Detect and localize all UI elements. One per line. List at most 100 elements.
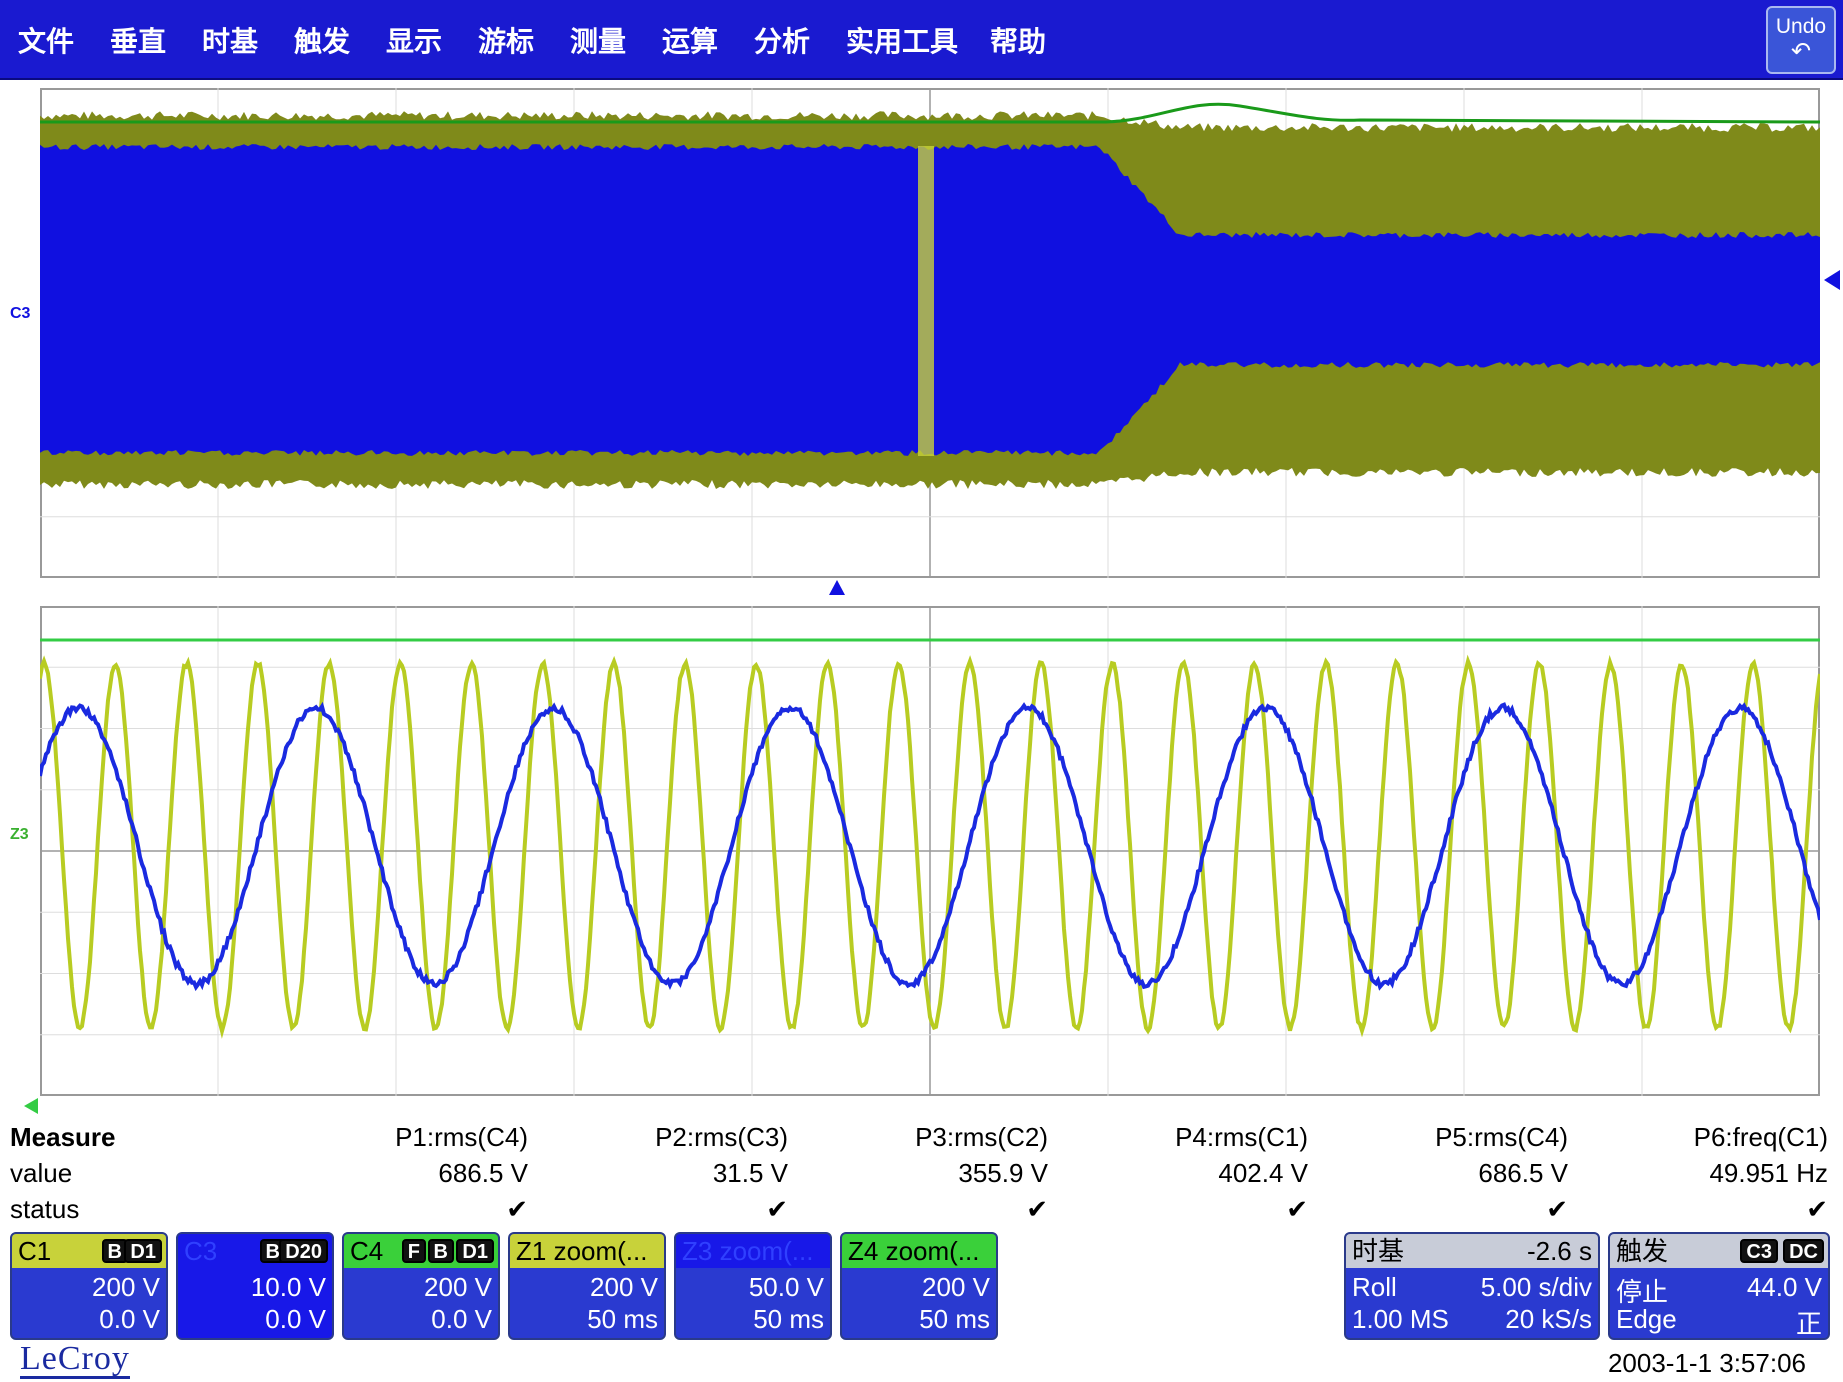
trigger-position-marker-icon[interactable] (828, 578, 846, 596)
descriptor-name: C1 (18, 1236, 52, 1266)
trigger-state: 停止 (1616, 1277, 1669, 1307)
measure-title: Measure (10, 1122, 116, 1152)
descriptor-z3[interactable]: Z3 zoom(... 50.0 V 50 ms (674, 1232, 832, 1340)
measure-param-name-p3[interactable]: P3:rms(C2) (915, 1122, 1048, 1152)
descriptor-badge: F (401, 1239, 426, 1263)
measure-param-name-p5[interactable]: P5:rms(C4) (1435, 1122, 1568, 1152)
measure-param-value-p6: 49.951 Hz (1709, 1158, 1828, 1188)
timebase-delay: -2.6 s (1526, 1236, 1592, 1266)
descriptor-z4[interactable]: Z4 zoom(... 200 V 50 ms (840, 1232, 998, 1340)
descriptor-badge: B (101, 1239, 128, 1263)
descriptor-scale: 200 V (424, 1272, 492, 1302)
descriptor-offset: 0.0 V (431, 1304, 492, 1334)
cursor-band (918, 146, 934, 456)
descriptor-timebase: 50 ms (919, 1304, 990, 1334)
descriptor-scale: 200 V (92, 1272, 160, 1302)
measure-param-value-p5: 686.5 V (1478, 1158, 1568, 1188)
undo-label: Undo (1775, 15, 1827, 38)
descriptor-c3[interactable]: C3 B D20 10.0 V 0.0 V (176, 1232, 334, 1340)
top-traces (40, 102, 1820, 489)
descriptor-badge: D1 (456, 1239, 494, 1263)
descriptor-timebase: 50 ms (753, 1304, 824, 1334)
bottom-waveform-grid[interactable] (40, 606, 1820, 1096)
menu-file[interactable]: 文件 (18, 25, 75, 58)
timestamp: 2003-1-1 3:57:06 (1607, 1348, 1806, 1378)
measure-param-value-p3: 355.9 V (958, 1158, 1048, 1188)
descriptor-scale: 200 V (590, 1272, 658, 1302)
c1-trace (40, 102, 1820, 124)
descriptor-badge: D1 (124, 1239, 162, 1263)
descriptor-scale: 50.0 V (748, 1272, 824, 1302)
trigger-slope: 正 (1795, 1309, 1822, 1339)
status-check-icon: ✔ (766, 1194, 788, 1224)
measure-param-value-p2: 31.5 V (712, 1158, 788, 1188)
undo-arrow-icon: ↶ (1790, 37, 1812, 65)
descriptor-header: Z3 zoom(... (676, 1234, 830, 1268)
descriptor-timebase: 50 ms (587, 1304, 658, 1334)
trigger-title: 触发 (1616, 1236, 1669, 1266)
measure-value-label: value (10, 1158, 73, 1188)
lecroy-logo: LeCroy (20, 1340, 130, 1379)
measure-table: Measure value status P1:rms(C4) 686.5 V … (0, 1118, 1843, 1230)
descriptor-name: Z3 zoom(... (682, 1236, 814, 1266)
trigger-level-marker-icon[interactable] (1822, 270, 1840, 290)
trigger-badge: C3 (1740, 1239, 1778, 1263)
trigger-type: Edge (1616, 1304, 1677, 1334)
status-check-icon: ✔ (1546, 1194, 1568, 1224)
descriptor-c1[interactable]: C1 B D1 200 V 0.0 V (10, 1232, 168, 1340)
menu-bar: 文件 垂直 时基 触发 显示 游标 测量 运算 分析 实用工具 帮助 Undo … (0, 0, 1843, 80)
menu-utilities[interactable]: 实用工具 (846, 25, 959, 58)
top-channel-marker: C3 (10, 305, 31, 322)
descriptor-z1[interactable]: Z1 zoom(... 200 V 50 ms (508, 1232, 666, 1340)
timebase-mode: Roll (1352, 1272, 1397, 1302)
undo-button[interactable]: Undo ↶ (1766, 6, 1836, 74)
timebase-title: 时基 (1352, 1236, 1405, 1266)
menu-help[interactable]: 帮助 (990, 25, 1047, 58)
descriptor-header: Z1 zoom(... (510, 1234, 664, 1268)
descriptor-offset: 0.0 V (99, 1304, 160, 1334)
status-check-icon: ✔ (506, 1194, 528, 1224)
status-check-icon: ✔ (1286, 1194, 1308, 1224)
zoom-offset-marker-icon[interactable] (24, 1098, 42, 1114)
status-check-icon: ✔ (1026, 1194, 1048, 1224)
descriptor-badge: B (427, 1239, 454, 1263)
measure-param-name-p2[interactable]: P2:rms(C3) (655, 1122, 788, 1152)
measure-param-value-p4: 402.4 V (1218, 1158, 1308, 1188)
trigger-badge: DC (1783, 1239, 1824, 1263)
measure-param-name-p4[interactable]: P4:rms(C1) (1175, 1122, 1308, 1152)
descriptor-header: Z4 zoom(... (842, 1234, 996, 1268)
menu-cursors[interactable]: 游标 (478, 25, 535, 58)
menu-measure[interactable]: 测量 (570, 25, 627, 58)
descriptor-scale: 10.0 V (250, 1272, 326, 1302)
timebase-points: 1.00 MS (1352, 1304, 1449, 1334)
descriptor-c4[interactable]: C4 F B D1 200 V 0.0 V (342, 1232, 500, 1340)
z4-trace (40, 654, 1820, 1039)
timebase-descriptor[interactable]: 时基 -2.6 s Roll 5.00 s/div 1.00 MS 20 kS/… (1344, 1232, 1600, 1340)
bottom-traces (40, 638, 1820, 1039)
bottom-channel-marker: Z3 (10, 826, 29, 843)
menu-vertical[interactable]: 垂直 (110, 25, 167, 58)
menu-display[interactable]: 显示 (386, 25, 443, 58)
measure-param-name-p1[interactable]: P1:rms(C4) (395, 1122, 528, 1152)
descriptor-name: Z1 zoom(... (516, 1236, 648, 1266)
measure-param-name-p6[interactable]: P6:freq(C1) (1693, 1122, 1828, 1152)
z3-trace (40, 701, 1820, 992)
menu-analysis[interactable]: 分析 (754, 25, 811, 58)
descriptor-offset: 0.0 V (265, 1304, 326, 1334)
menu-math[interactable]: 运算 (662, 25, 719, 58)
descriptor-name: Z4 zoom(... (848, 1236, 980, 1266)
descriptor-name: C4 (350, 1236, 384, 1266)
measure-param-value-p1: 686.5 V (438, 1158, 528, 1188)
timebase-header: 时基 -2.6 s (1346, 1234, 1598, 1268)
menu-timebase[interactable]: 时基 (202, 25, 259, 58)
descriptor-badge: D20 (279, 1239, 328, 1263)
measure-status-label: status (10, 1194, 80, 1224)
status-check-icon: ✔ (1806, 1194, 1828, 1224)
timebase-scale: 5.00 s/div (1480, 1272, 1592, 1302)
menu-trigger[interactable]: 触发 (294, 25, 351, 58)
trigger-level: 44.0 V (1746, 1272, 1822, 1302)
top-waveform-grid[interactable] (40, 88, 1820, 578)
descriptor-name: C3 (184, 1236, 218, 1266)
trigger-descriptor[interactable]: 触发 C3 DC 停止 44.0 V Edge 正 (1608, 1232, 1830, 1340)
timebase-rate: 20 kS/s (1505, 1304, 1592, 1334)
